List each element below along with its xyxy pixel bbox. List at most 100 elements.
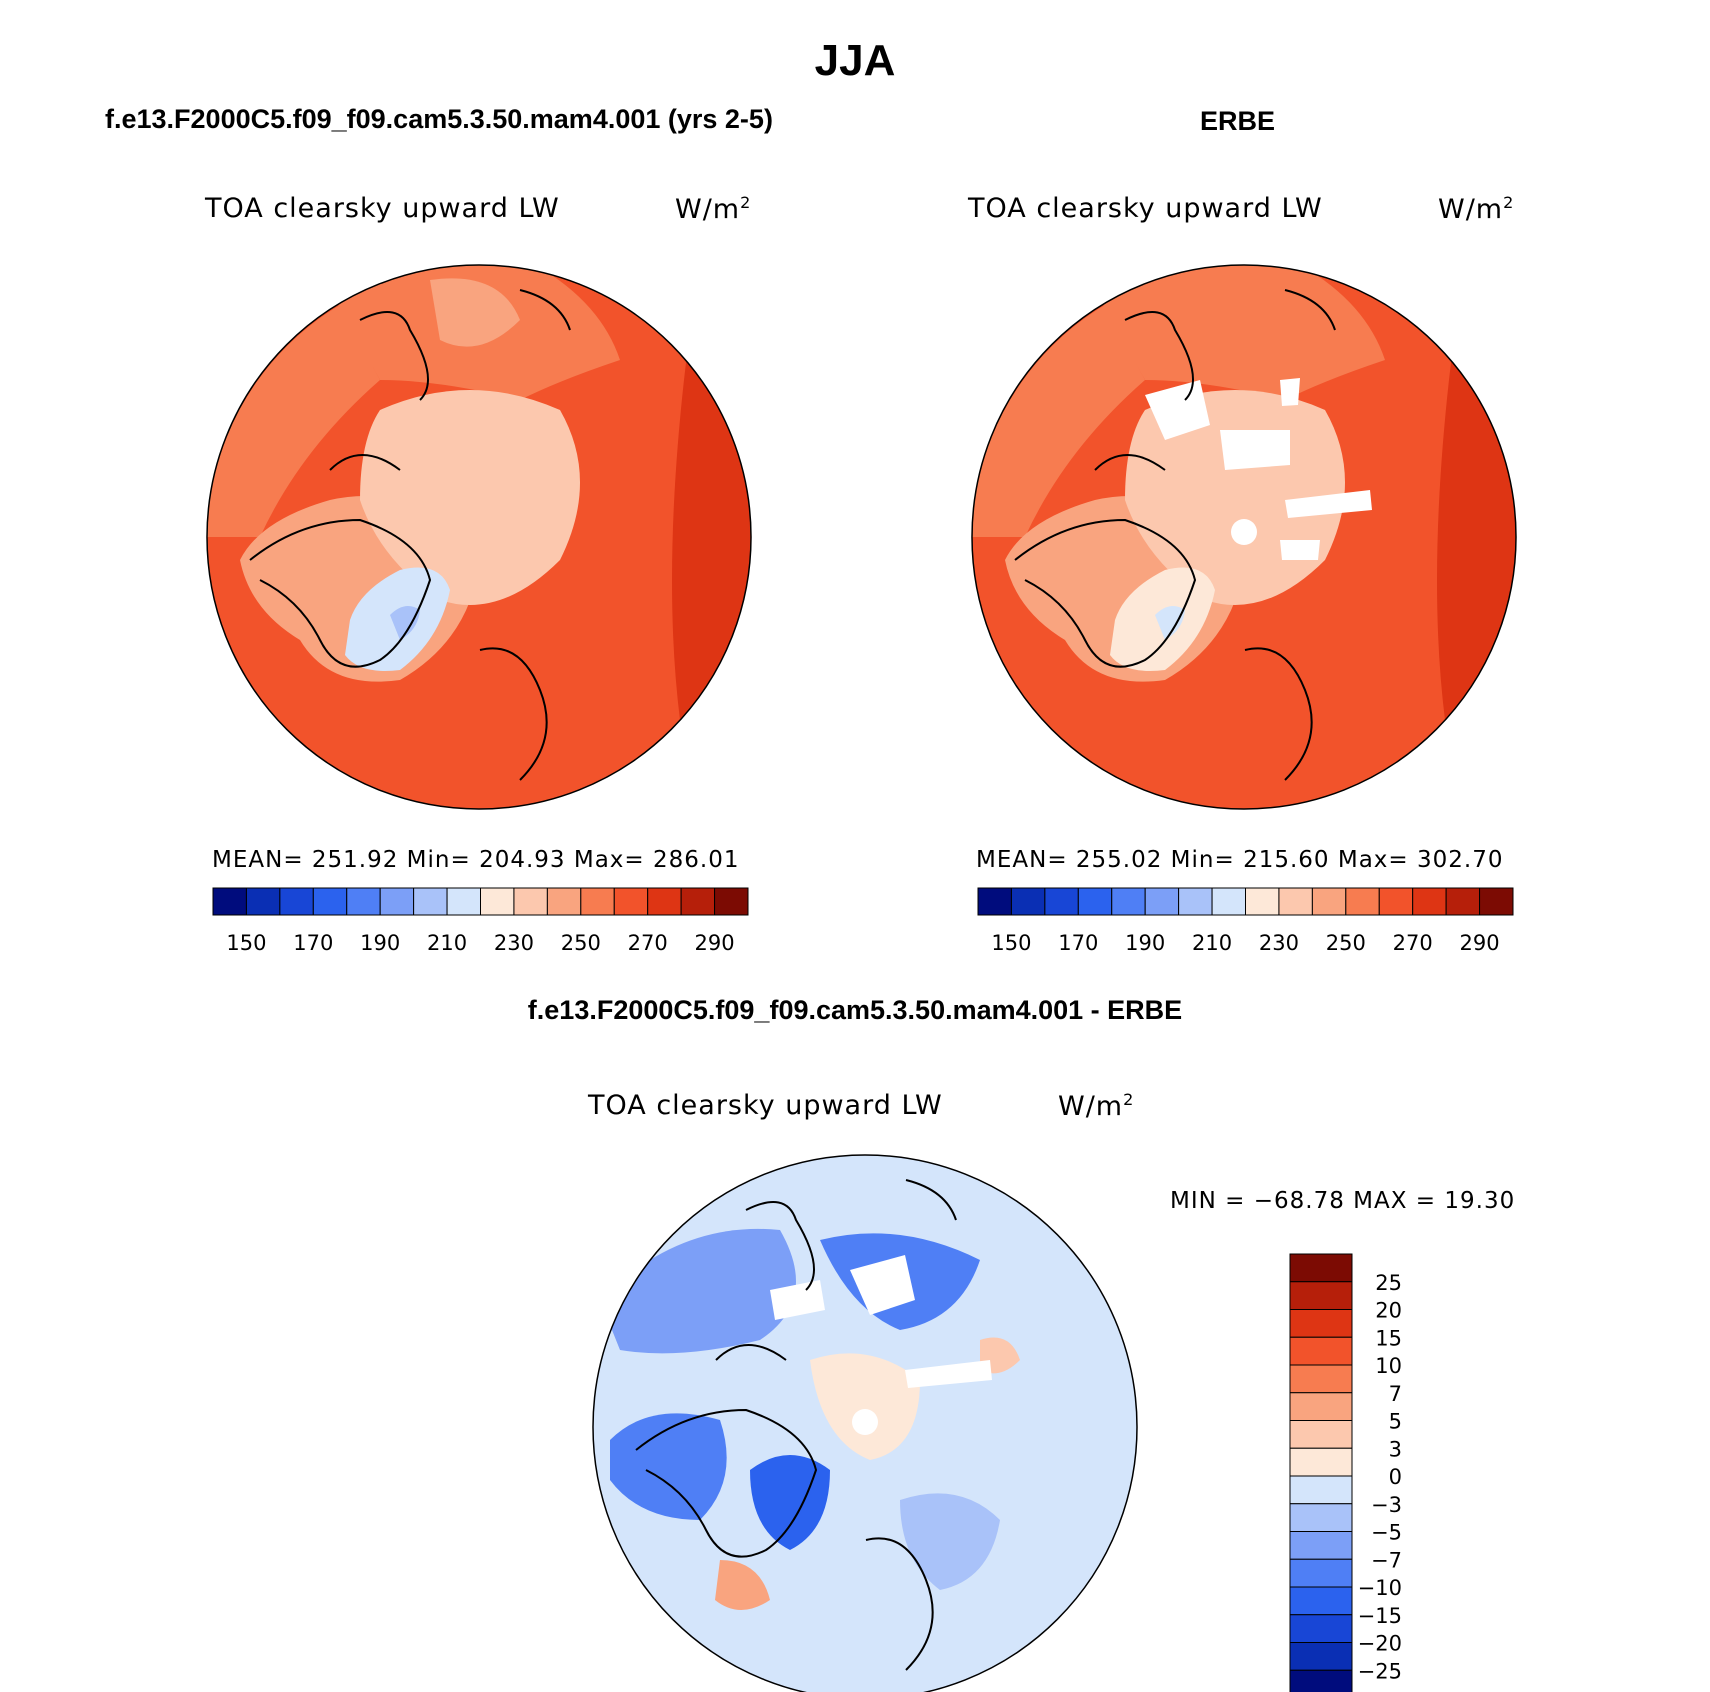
diff-colorbar-tick-label: −3: [1371, 1493, 1402, 1517]
model-colorbar-cell: [647, 887, 682, 916]
diff-colorbar-tick-label: 15: [1375, 1326, 1402, 1350]
model-colorbar-cell: [346, 887, 381, 916]
model-colorbar-tick-label: 170: [293, 931, 333, 955]
model-units-label: W/m2: [675, 193, 752, 225]
model-colorbar-tick-label: 150: [226, 931, 266, 955]
diff-colorbar: [1289, 1253, 1353, 1692]
diff-colorbar-cell: [1289, 1281, 1353, 1310]
diff-colorbar-cell: [1289, 1503, 1353, 1532]
model-colorbar-cell: [446, 887, 481, 916]
obs-colorbar-cell: [1345, 887, 1380, 916]
diff-colorbar-cell: [1289, 1614, 1353, 1643]
model-colorbar-cell: [212, 887, 247, 916]
model-panel-title: f.e13.F2000C5.f09_f09.cam5.3.50.mam4.001…: [105, 104, 773, 134]
obs-colorbar-tick-label: 270: [1393, 931, 1433, 955]
obs-colorbar-cell: [1178, 887, 1213, 916]
obs-colorbar-cell: [1211, 887, 1246, 916]
diff-stats: MIN = −68.78 MAX = 19.30: [1170, 1188, 1516, 1214]
diff-colorbar-cell: [1289, 1253, 1353, 1283]
model-colorbar-cell: [613, 887, 649, 916]
obs-colorbar-cell: [1479, 887, 1514, 916]
obs-colorbar-tick-label: 210: [1192, 931, 1232, 955]
obs-colorbar-cell: [1378, 887, 1414, 916]
model-variable-label: TOA clearsky upward LW: [205, 193, 560, 224]
diff-colorbar-cell: [1289, 1531, 1353, 1560]
diff-colorbar-tick-label: −15: [1358, 1604, 1402, 1628]
diff-colorbar-cell: [1289, 1392, 1353, 1421]
diff-colorbar-tick-label: 20: [1375, 1299, 1402, 1323]
obs-colorbar-tick-label: 190: [1125, 931, 1165, 955]
obs-variable-label: TOA clearsky upward LW: [968, 193, 1323, 224]
model-colorbar-tick-label: 210: [427, 931, 467, 955]
diff-colorbar-cell: [1289, 1420, 1353, 1449]
model-colorbar-tick-label: 270: [628, 931, 668, 955]
diff-colorbar-tick-label: −7: [1371, 1548, 1402, 1572]
diff-colorbar-tick-label: −25: [1358, 1659, 1402, 1683]
diff-colorbar-cell: [1289, 1364, 1353, 1394]
model-colorbar-cell: [680, 887, 716, 916]
obs-colorbar-cell: [1111, 887, 1146, 916]
diff-colorbar-cell: [1289, 1475, 1353, 1505]
diff-units-label: W/m2: [1058, 1090, 1135, 1122]
obs-panel-title: ERBE: [1200, 106, 1276, 136]
model-colorbar-tick-label: 190: [360, 931, 400, 955]
diff-panel-title: f.e13.F2000C5.f09_f09.cam5.3.50.mam4.001…: [527, 995, 1183, 1025]
diff-colorbar-tick-label: −20: [1358, 1632, 1402, 1656]
model-colorbar-cell: [279, 887, 314, 916]
obs-colorbar-tick-label: 230: [1259, 931, 1299, 955]
obs-colorbar-cell: [1412, 887, 1447, 916]
diff-colorbar-tick-label: 5: [1389, 1410, 1402, 1434]
obs-colorbar-cell: [1044, 887, 1079, 916]
diff-variable-label: TOA clearsky upward LW: [588, 1090, 943, 1121]
model-stats: MEAN= 251.92 Min= 204.93 Max= 286.01: [212, 847, 740, 873]
model-colorbar-cell: [580, 887, 615, 916]
model-colorbar-tick-label: 250: [561, 931, 601, 955]
obs-units-label: W/m2: [1438, 193, 1515, 225]
diff-map: [592, 1154, 1138, 1692]
diff-colorbar-cell: [1289, 1309, 1353, 1338]
diff-colorbar-tick-label: 10: [1375, 1354, 1402, 1378]
diff-colorbar-cell: [1289, 1447, 1353, 1477]
diff-colorbar-cell: [1289, 1669, 1353, 1692]
obs-stats: MEAN= 255.02 Min= 215.60 Max= 302.70: [976, 847, 1504, 873]
diff-colorbar-tick-label: 25: [1375, 1271, 1402, 1295]
obs-colorbar-cell: [1445, 887, 1481, 916]
model-colorbar-cell: [312, 887, 348, 916]
obs-colorbar: [977, 887, 1514, 916]
diff-colorbar-tick-label: 7: [1389, 1382, 1402, 1406]
diff-colorbar-tick-label: −10: [1358, 1576, 1402, 1600]
diff-colorbar-cell: [1289, 1586, 1353, 1616]
model-colorbar-cell: [480, 887, 515, 916]
obs-colorbar-cell: [1144, 887, 1180, 916]
diff-colorbar-tick-label: 0: [1389, 1465, 1402, 1489]
obs-colorbar-cell: [1077, 887, 1113, 916]
obs-map: [971, 264, 1517, 810]
diff-colorbar-cell: [1289, 1336, 1353, 1366]
model-colorbar-tick-label: 290: [695, 931, 735, 955]
model-colorbar-cell: [546, 887, 582, 916]
model-colorbar-cell: [245, 887, 281, 916]
obs-colorbar-tick-label: 250: [1326, 931, 1366, 955]
obs-colorbar-tick-label: 170: [1058, 931, 1098, 955]
diff-colorbar-ticks: 25 20 15 10 7 5 3 0 −3 −5 −7 −10 −15 −20 −25: [1358, 1271, 1402, 1684]
obs-colorbar-cell: [1311, 887, 1347, 916]
model-colorbar-tick-label: 230: [494, 931, 534, 955]
obs-colorbar-cell: [1278, 887, 1313, 916]
obs-colorbar-cell: [977, 887, 1012, 916]
model-colorbar-ticks: 150 170 190 210 230 250 270 290: [226, 931, 734, 955]
obs-colorbar-ticks: 150 170 190 210 230 250 270 290: [991, 931, 1499, 955]
diff-colorbar-tick-label: 3: [1389, 1437, 1402, 1461]
model-colorbar-cell: [413, 887, 448, 916]
obs-colorbar-tick-label: 290: [1460, 931, 1500, 955]
model-colorbar: [212, 887, 749, 916]
diff-colorbar-tick-label: −5: [1371, 1521, 1402, 1545]
main-title: JJA: [814, 36, 896, 85]
model-colorbar-cell: [379, 887, 415, 916]
obs-colorbar-cell: [1010, 887, 1046, 916]
model-map: [206, 264, 752, 810]
obs-colorbar-cell: [1245, 887, 1280, 916]
model-colorbar-cell: [714, 887, 749, 916]
diff-colorbar-cell: [1289, 1558, 1353, 1588]
obs-colorbar-tick-label: 150: [991, 931, 1031, 955]
